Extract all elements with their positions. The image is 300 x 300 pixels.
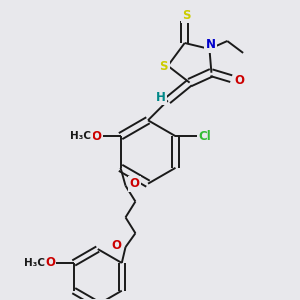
Text: H₃C: H₃C [24,258,45,268]
Text: O: O [129,177,140,190]
Text: H: H [156,91,166,104]
Text: S: S [182,9,191,22]
Text: N: N [206,38,215,52]
Text: Cl: Cl [199,130,211,142]
Text: S: S [160,60,168,73]
Text: O: O [234,74,244,87]
Text: O: O [112,238,122,252]
Text: O: O [92,130,102,142]
Text: H₃C: H₃C [70,131,92,141]
Text: O: O [45,256,55,269]
